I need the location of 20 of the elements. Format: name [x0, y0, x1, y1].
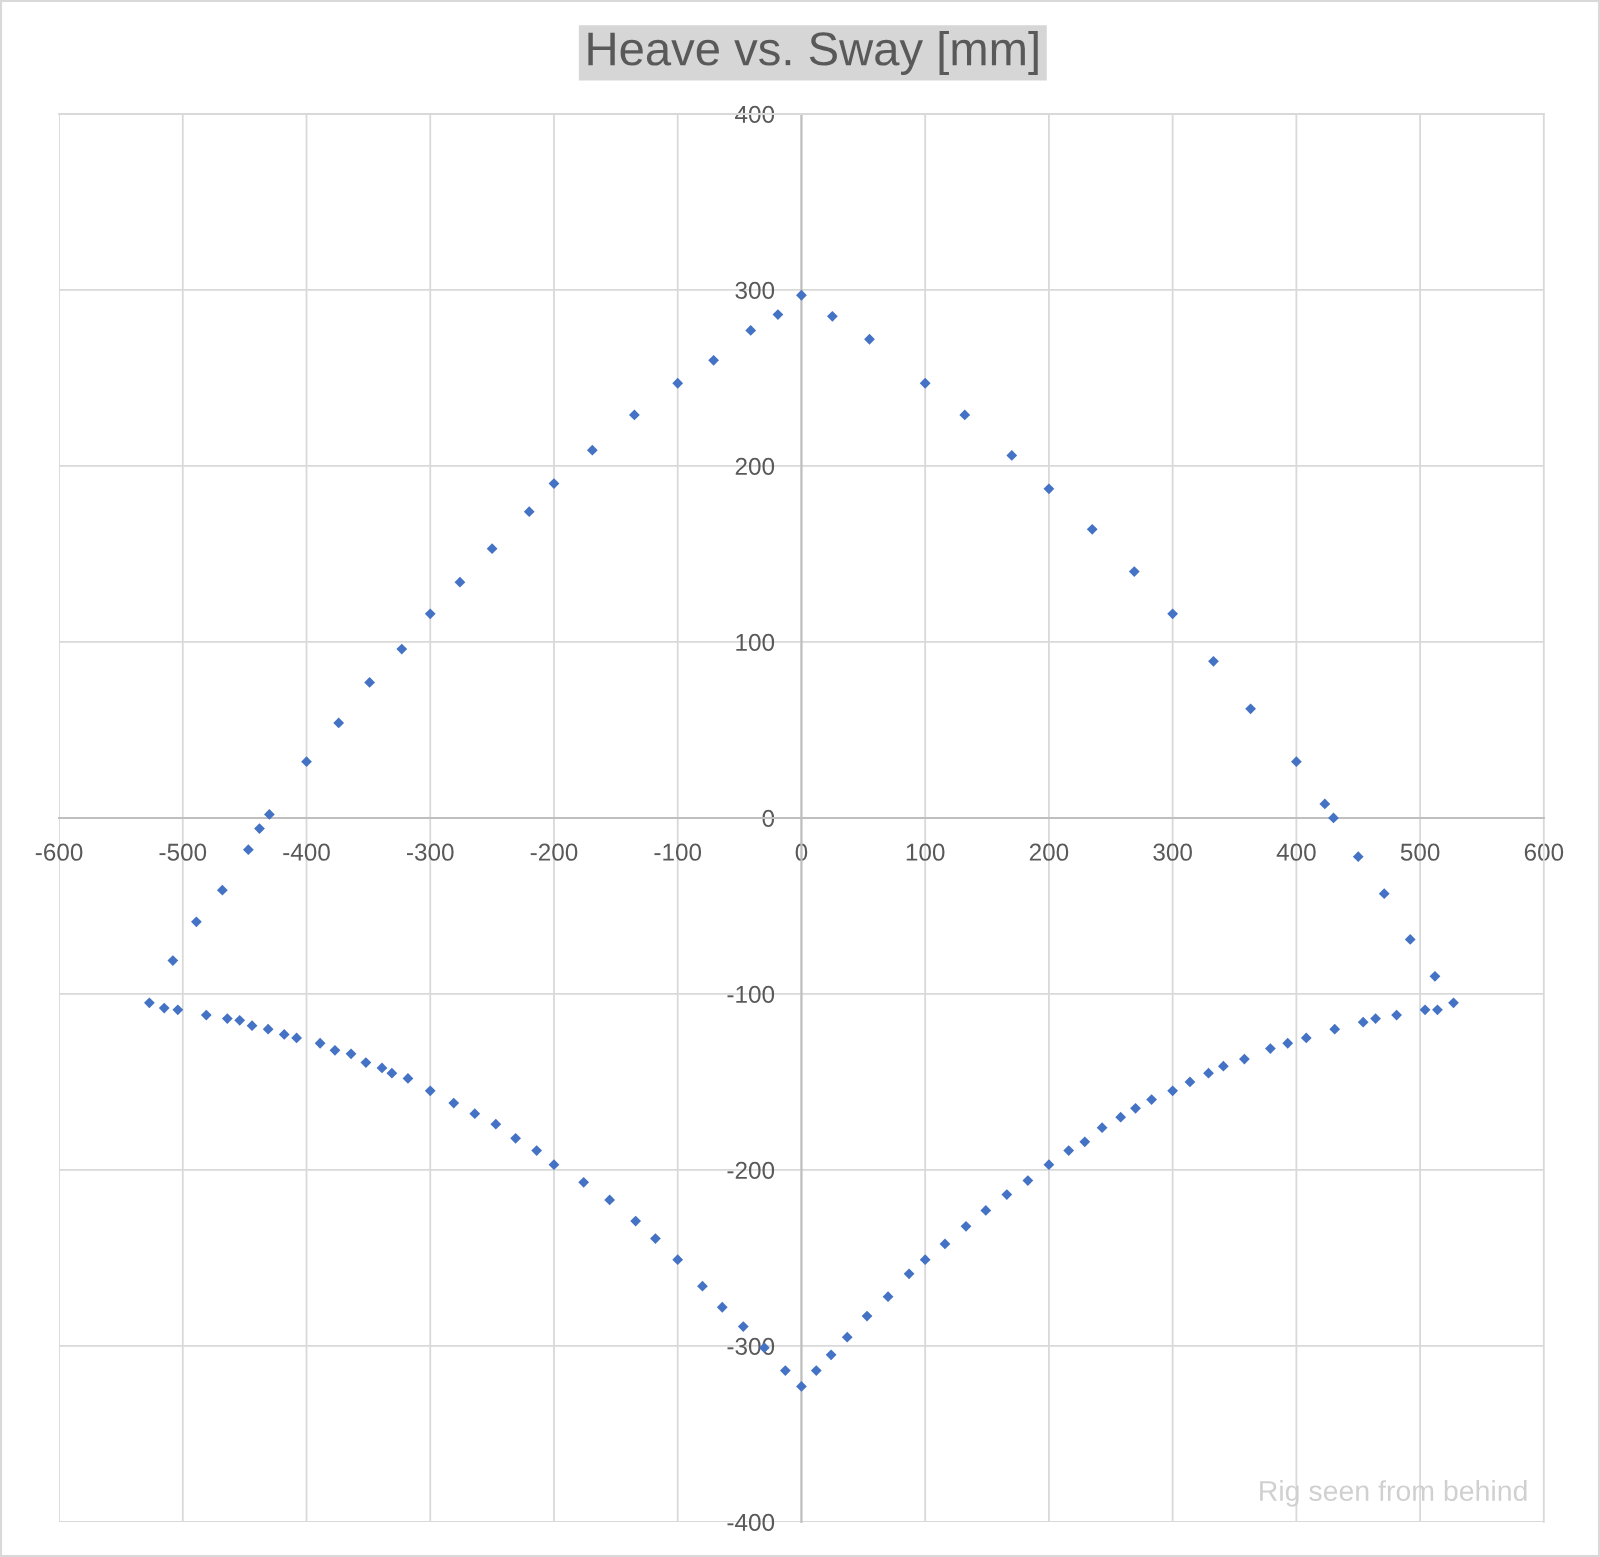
y-tick-label: 300	[735, 281, 775, 300]
x-tick-label: 0	[795, 843, 808, 861]
y-tick-label: -200	[727, 1161, 775, 1180]
x-tick-label: 400	[1276, 843, 1316, 861]
x-tick-label: 600	[1524, 843, 1564, 861]
x-tick-label: -400	[283, 843, 330, 861]
x-tick-label: 300	[1153, 843, 1192, 861]
y-tick-label: -400	[727, 1513, 775, 1532]
x-tick-label: -600	[35, 843, 83, 861]
y-tick-label: -100	[727, 985, 775, 1004]
x-tick-label: -300	[407, 843, 454, 861]
x-tick-label: 200	[1029, 843, 1069, 861]
y-tick-label: 100	[736, 633, 775, 652]
x-tick-label: 100	[906, 843, 945, 861]
x-tick-label: -500	[159, 843, 207, 861]
chart-title: Heave vs. Sway [mm]	[588, 30, 1038, 75]
x-tick-label: -200	[530, 843, 578, 861]
x-tick-label: 500	[1400, 843, 1440, 861]
x-tick-label: -100	[654, 843, 702, 861]
y-tick-label: 200	[735, 457, 775, 476]
